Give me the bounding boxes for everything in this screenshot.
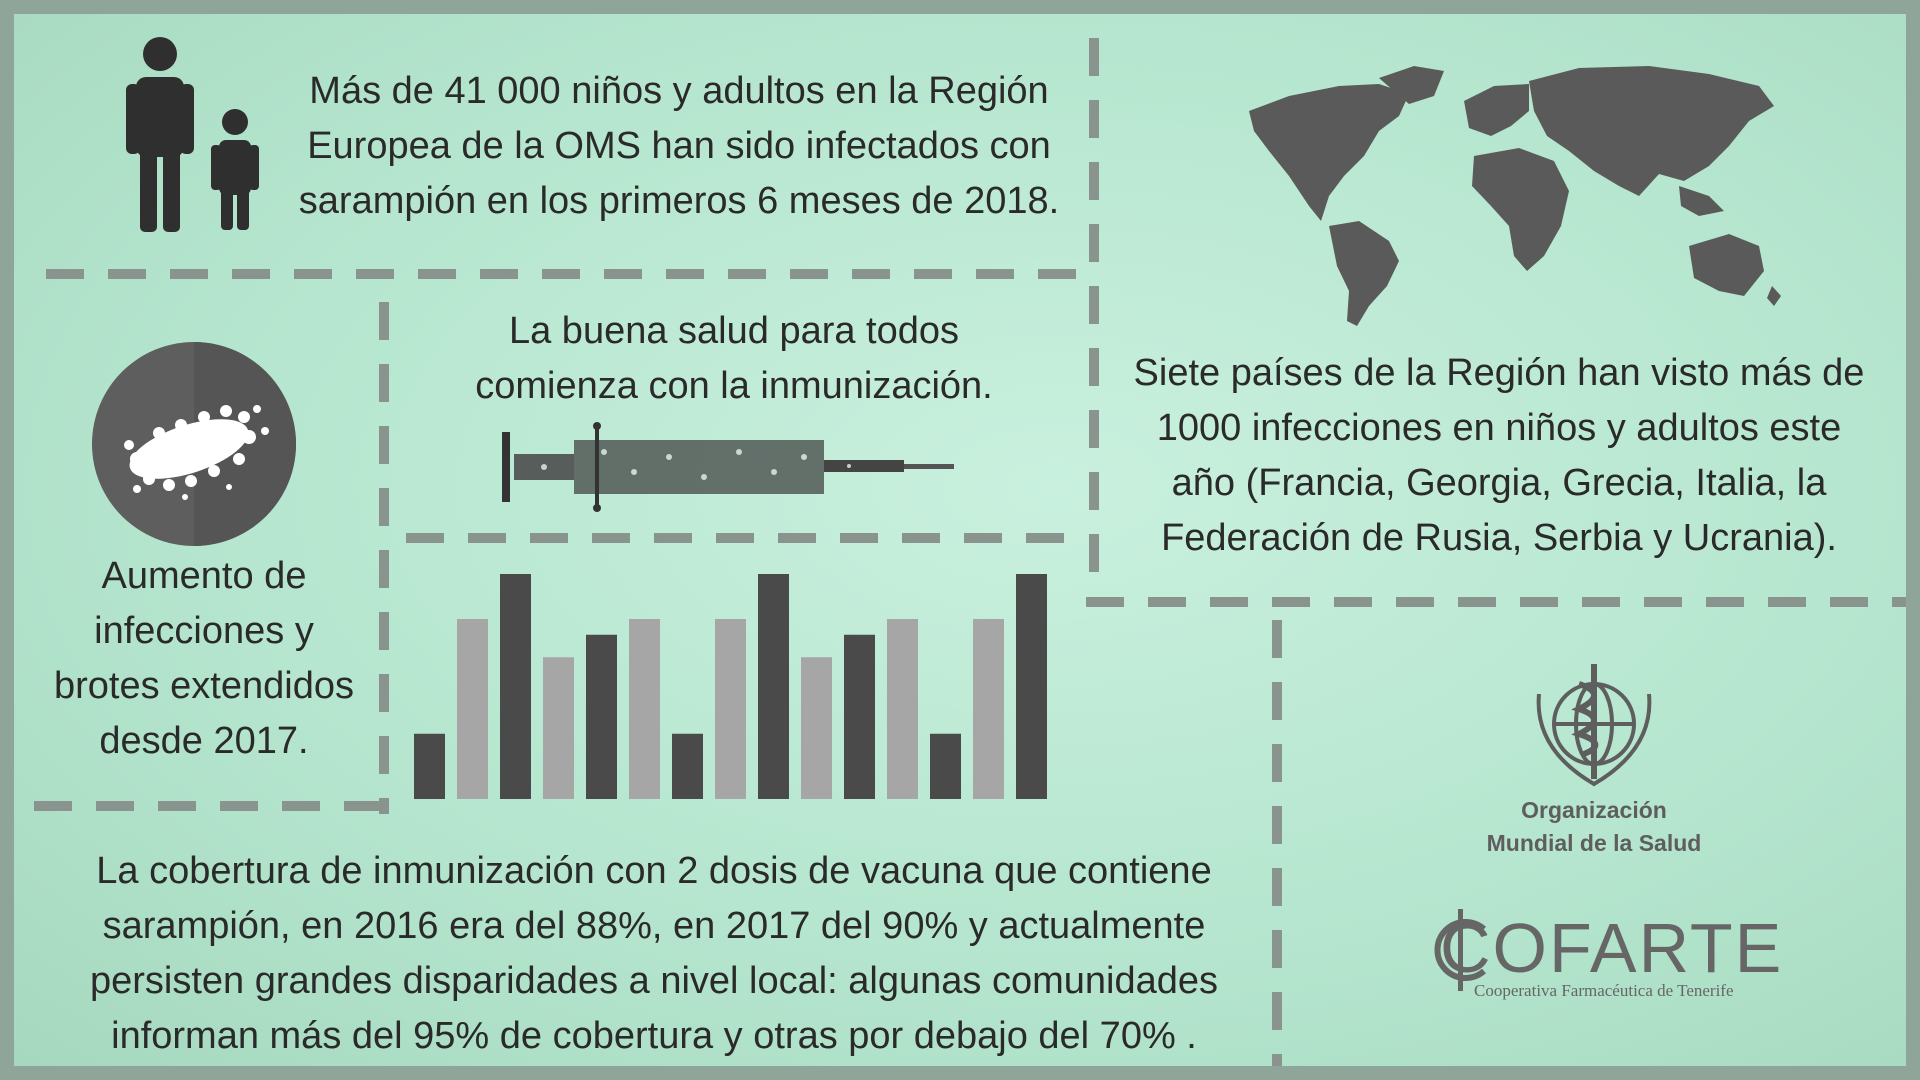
- decorative-bar: [930, 733, 961, 799]
- immunization-slogan: La buena salud para todos comienza con l…: [404, 304, 1064, 414]
- top-line: sarampión en los primeros 6 meses de 201…: [298, 180, 1060, 222]
- cofarte-subtitle: Cooperativa Farmacéutica de Tenerife: [1474, 981, 1734, 1000]
- divider-h-upper: [46, 269, 1092, 279]
- syringe-icon: [502, 422, 954, 512]
- top-line: Europea de la OMS han sido infectados co…: [307, 125, 1051, 167]
- decorative-bar: [715, 619, 746, 799]
- coverage-line: persisten grandes disparidades a nivel l…: [89, 960, 1219, 1002]
- who-label: Organización Mundial de la Salud: [1464, 794, 1724, 860]
- decorative-bar: [672, 733, 703, 799]
- bacteria-icon: [92, 342, 296, 546]
- infographic: Más de 41 000 niños y adultos en la Regi…: [14, 14, 1906, 1066]
- decorative-bar: [758, 574, 789, 799]
- coverage-line: informan más del 95% de cobertura y otra…: [111, 1015, 1197, 1057]
- coverage-statement: La cobertura de inmunización con 2 dosis…: [34, 844, 1274, 1064]
- divider-v-top: [1089, 38, 1099, 586]
- decorative-bar: [887, 619, 918, 799]
- right-line: 1000 infecciones en niños y adultos este: [1156, 407, 1842, 449]
- outbreak-line: infecciones y: [94, 610, 314, 652]
- outbreak-line: desde 2017.: [99, 720, 309, 762]
- who-label-line: Organización: [1521, 797, 1667, 823]
- decorative-bar: [586, 634, 617, 799]
- decorative-bar: [801, 657, 832, 799]
- coverage-line: sarampión, en 2016 era del 88%, en 2017 …: [102, 905, 1206, 947]
- decorative-bar: [973, 619, 1004, 799]
- right-line: año (Francia, Georgia, Grecia, Italia, l…: [1171, 462, 1827, 504]
- slogan-line: La buena salud para todos: [508, 310, 960, 352]
- right-statement: Siete países de la Región han visto más …: [1104, 346, 1894, 566]
- decorative-bar: [1016, 574, 1047, 799]
- top-line: Más de 41 000 niños y adultos en la Regi…: [309, 70, 1049, 112]
- who-label-line: Mundial de la Salud: [1486, 830, 1702, 856]
- outbreak-line: Aumento de: [101, 555, 307, 597]
- cofarte-logo: COFARTE Cooperativa Farmacéutica de Tene…: [1432, 909, 1784, 1001]
- outbreak-statement: Aumento de infecciones y brotes extendid…: [24, 549, 384, 769]
- cofarte-name: COFARTE: [1440, 909, 1784, 987]
- decorative-bar: [543, 657, 574, 799]
- outbreak-line: brotes extendidos: [54, 665, 354, 707]
- who-emblem-logo: [1536, 664, 1652, 787]
- decorative-bar: [629, 619, 660, 799]
- divider-h-right: [1086, 597, 1906, 607]
- right-line: Federación de Rusia, Serbia y Ucrania).: [1161, 517, 1837, 559]
- cofarte-c-icon: [1434, 909, 1486, 991]
- divider-h-middle: [406, 533, 1076, 543]
- top-statement: Más de 41 000 niños y adultos en la Regi…: [264, 64, 1094, 229]
- divider-v-right: [1272, 620, 1282, 1066]
- divider-h-lower: [34, 801, 394, 811]
- people-icon: [126, 37, 259, 232]
- slogan-line: comienza con la inmunización.: [475, 365, 993, 407]
- world-map-icon: [1249, 66, 1781, 326]
- decorative-bar: [457, 619, 488, 799]
- divider-v-left: [379, 302, 389, 814]
- coverage-line: La cobertura de inmunización con 2 dosis…: [96, 850, 1212, 892]
- decorative-bar: [844, 634, 875, 799]
- decorative-bar: [414, 733, 445, 799]
- decorative-bar: [500, 574, 531, 799]
- decorative-bar-graphic: [414, 574, 1047, 799]
- right-line: Siete países de la Región han visto más …: [1133, 352, 1865, 394]
